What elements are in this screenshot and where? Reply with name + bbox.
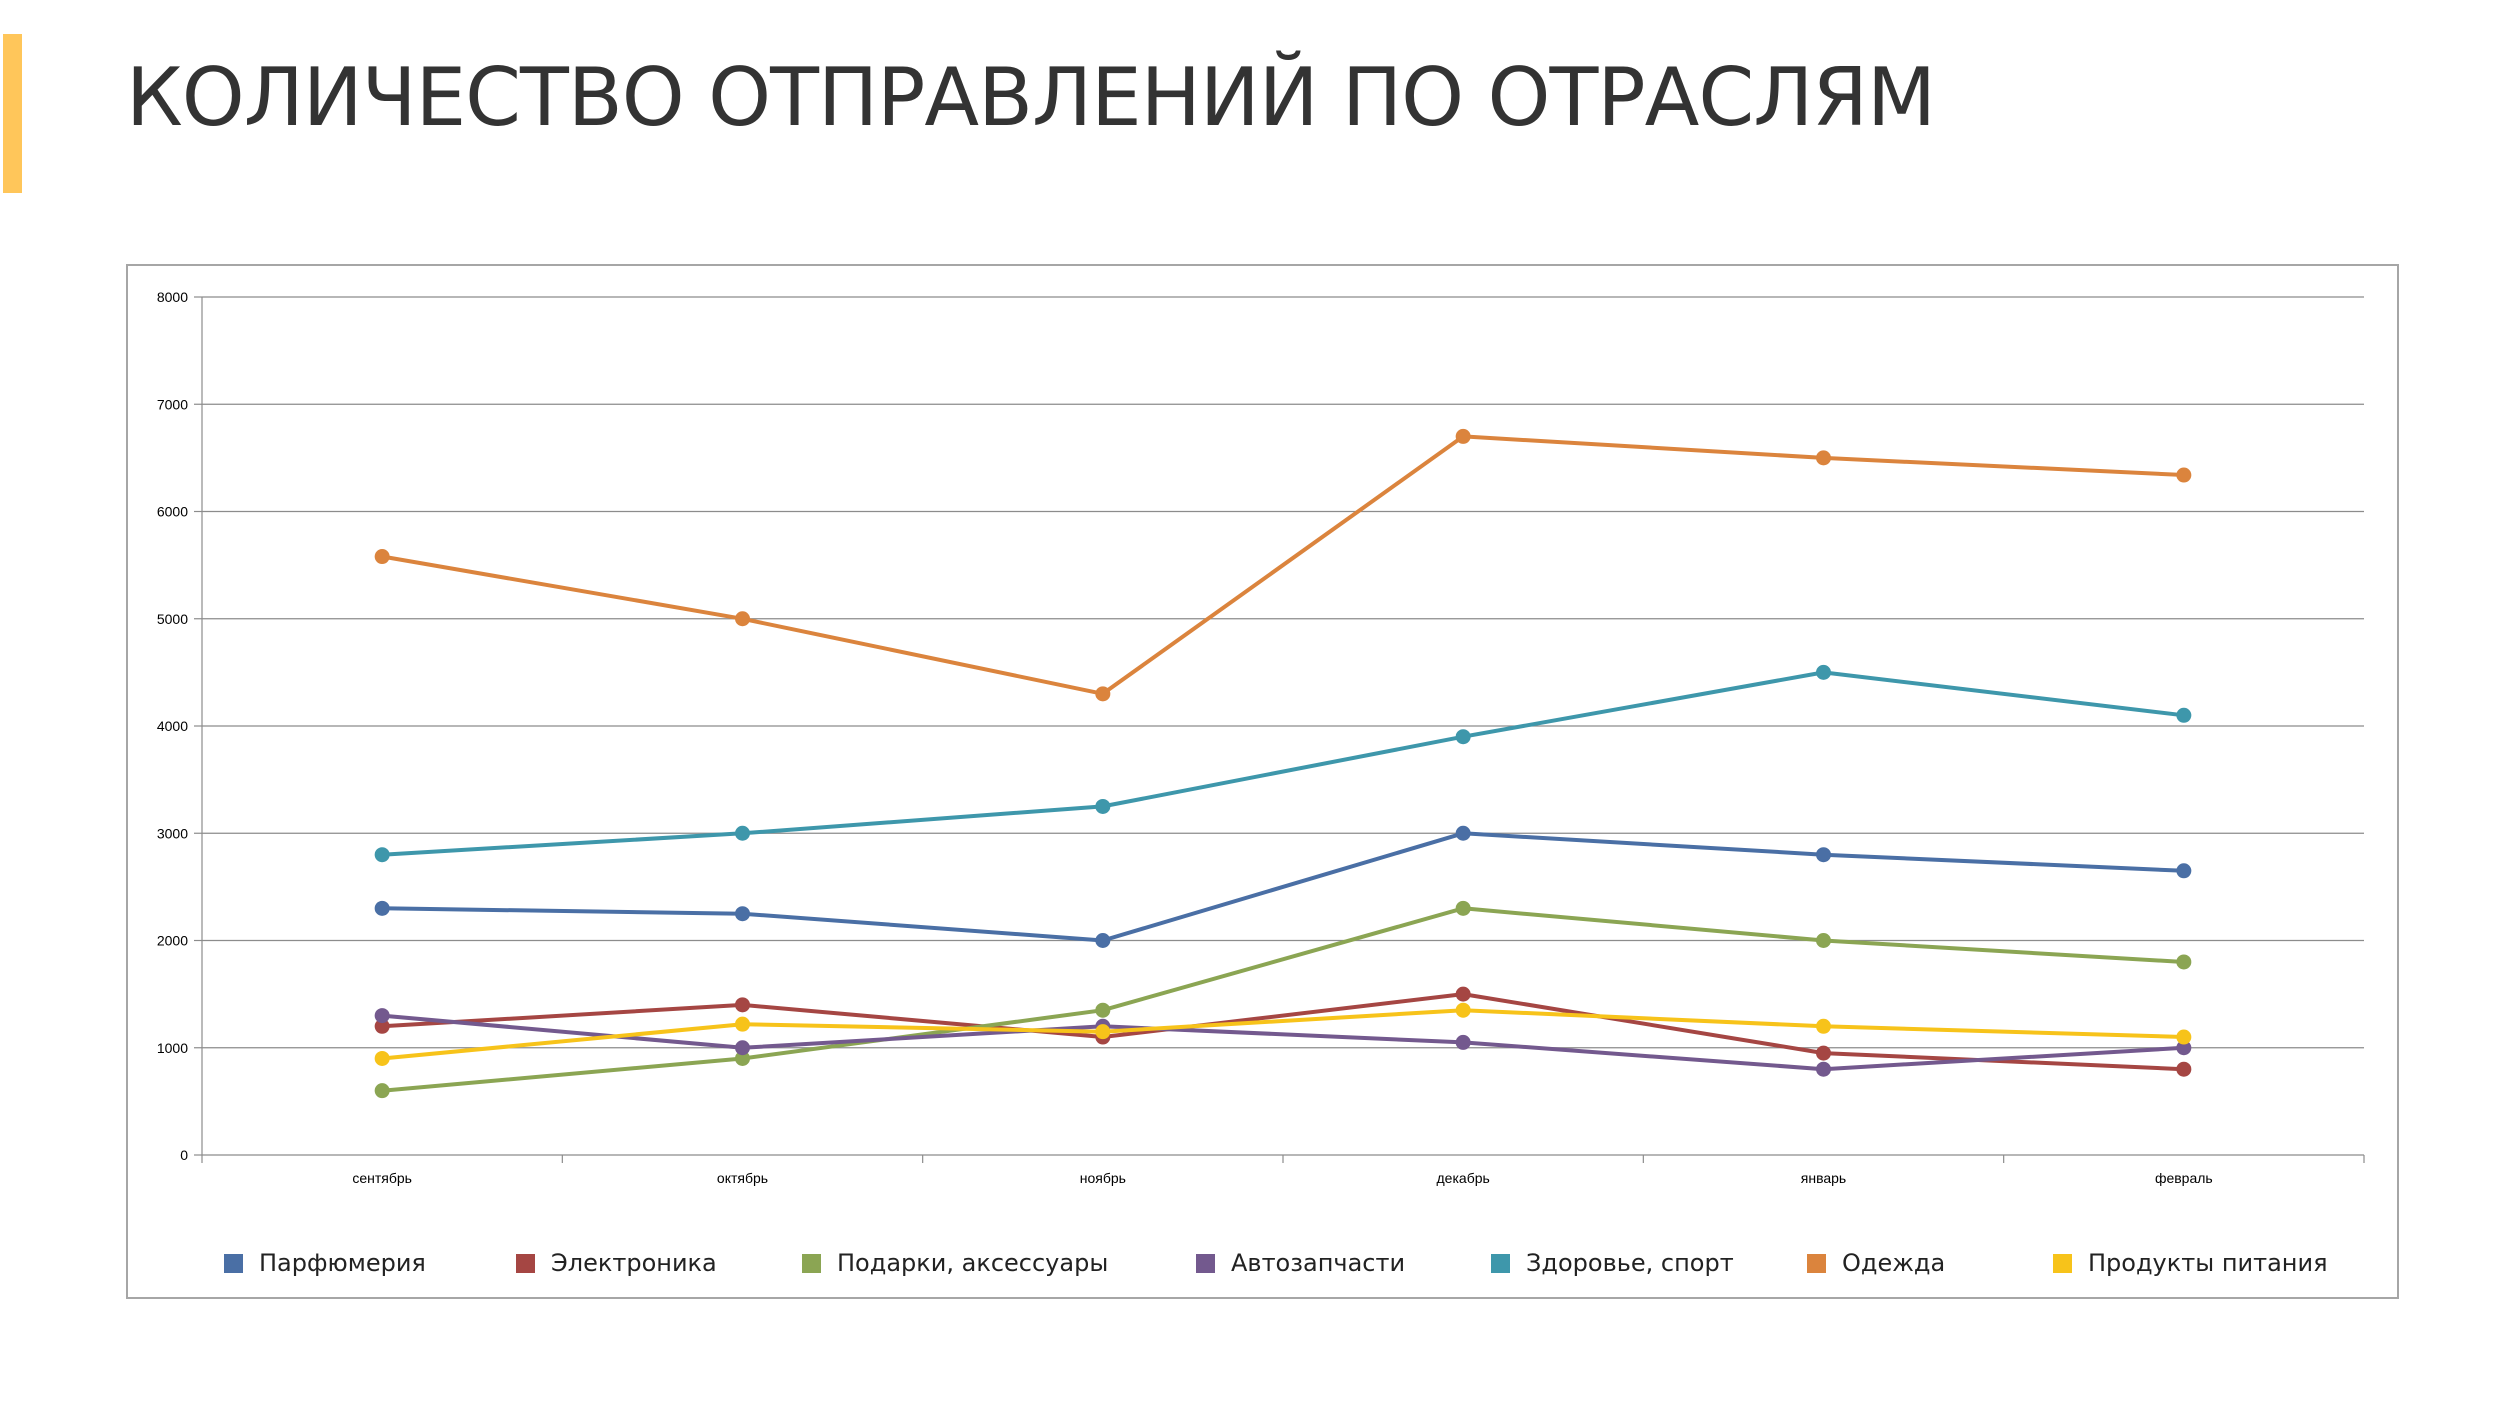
legend-label: Здоровье, спорт (1526, 1249, 1734, 1277)
data-point (374, 1008, 390, 1024)
data-point (1816, 933, 1831, 948)
data-point (735, 906, 750, 922)
y-tick-label: 6000 (157, 504, 188, 520)
legend-label: Продукты питания (2088, 1249, 2328, 1277)
x-tick-label: ноябрь (1080, 1170, 1126, 1186)
data-point (1095, 1024, 1111, 1040)
data-point (374, 1083, 390, 1099)
data-point (735, 1050, 750, 1066)
data-point (374, 549, 390, 565)
data-point (1455, 428, 1471, 444)
data-point (2176, 1029, 2192, 1045)
data-point (1455, 1002, 1471, 1018)
chart-frame (126, 264, 2399, 1299)
data-point (1816, 1045, 1831, 1061)
data-point (1455, 900, 1471, 916)
data-point (374, 1018, 390, 1034)
legend-item: Продукты питания (2053, 1248, 2328, 1278)
legend-swatch (1807, 1253, 1826, 1273)
x-tick-label: январь (1801, 1170, 1846, 1186)
data-point (1095, 1002, 1111, 1018)
data-point (374, 1050, 390, 1066)
data-point (2176, 707, 2192, 723)
data-point (1095, 798, 1111, 814)
data-point (735, 997, 750, 1013)
data-point (1455, 825, 1471, 841)
y-tick-label: 0 (180, 1147, 188, 1163)
x-tick-label: февраль (2155, 1170, 2213, 1186)
series-line (380, 1008, 2186, 1061)
data-point (1816, 450, 1831, 466)
data-point (1816, 847, 1831, 863)
title-accent-bar (3, 34, 22, 193)
y-tick-label: 1000 (157, 1040, 188, 1056)
data-point (1816, 1018, 1831, 1034)
legend-swatch (2053, 1253, 2072, 1273)
series-line (380, 992, 2186, 1072)
legend-item: Здоровье, спорт (1491, 1248, 1734, 1278)
data-point (1095, 686, 1111, 702)
data-point (2176, 954, 2192, 970)
legend-swatch (1196, 1253, 1215, 1273)
data-point (374, 847, 390, 863)
series-line (380, 1013, 2186, 1072)
data-point (735, 825, 750, 841)
series-line (380, 831, 2186, 943)
data-point (1095, 933, 1111, 948)
legend-label: Электроника (551, 1249, 717, 1277)
data-point (1816, 1061, 1831, 1077)
data-point (1455, 729, 1471, 745)
data-point (2176, 1061, 2192, 1077)
series-line (380, 670, 2186, 857)
legend-swatch (802, 1253, 821, 1273)
x-tick-label: сентябрь (352, 1170, 412, 1186)
data-point (374, 900, 390, 916)
y-tick-label: 2000 (157, 933, 188, 949)
series-line (380, 434, 2186, 696)
data-point (1455, 1034, 1471, 1050)
legend-swatch (516, 1253, 535, 1273)
y-tick-label: 8000 (157, 289, 188, 305)
data-point (2176, 467, 2192, 483)
legend-item: Подарки, аксессуары (802, 1248, 1108, 1278)
legend-label: Подарки, аксессуары (837, 1249, 1109, 1277)
data-point (2176, 1040, 2192, 1056)
data-point (1455, 986, 1471, 1002)
legend-label: Автозапчасти (1231, 1249, 1406, 1277)
data-point (1816, 664, 1831, 680)
legend-swatch (224, 1253, 243, 1273)
data-point (735, 611, 750, 627)
x-tick-label: декабрь (1437, 1170, 1490, 1186)
legend-item: Автозапчасти (1196, 1248, 1405, 1278)
series-line (380, 906, 2186, 1093)
legend-item: Одежда (1807, 1248, 1945, 1278)
legend-item: Парфюмерия (224, 1248, 426, 1278)
chart-legend: Парфюмерия Электроника Подарки, аксессуары… (224, 1248, 2328, 1278)
y-tick-label: 3000 (157, 825, 188, 841)
x-tick-label: октябрь (717, 1170, 768, 1186)
y-tick-label: 5000 (157, 611, 188, 627)
legend-swatch (1491, 1253, 1510, 1273)
y-tick-label: 4000 (157, 718, 188, 734)
legend-label: Одежда (1842, 1249, 1946, 1277)
data-point (735, 1016, 750, 1032)
data-point (735, 1040, 750, 1056)
y-tick-label: 7000 (157, 396, 188, 412)
data-point (2176, 863, 2192, 879)
legend-item: Электроника (516, 1248, 717, 1278)
slide-title: КОЛИЧЕСТВО ОТПРАВЛЕНИЙ ПО ОТРАСЛЯМ (126, 51, 1936, 144)
legend-label: Парфюмерия (259, 1249, 426, 1277)
